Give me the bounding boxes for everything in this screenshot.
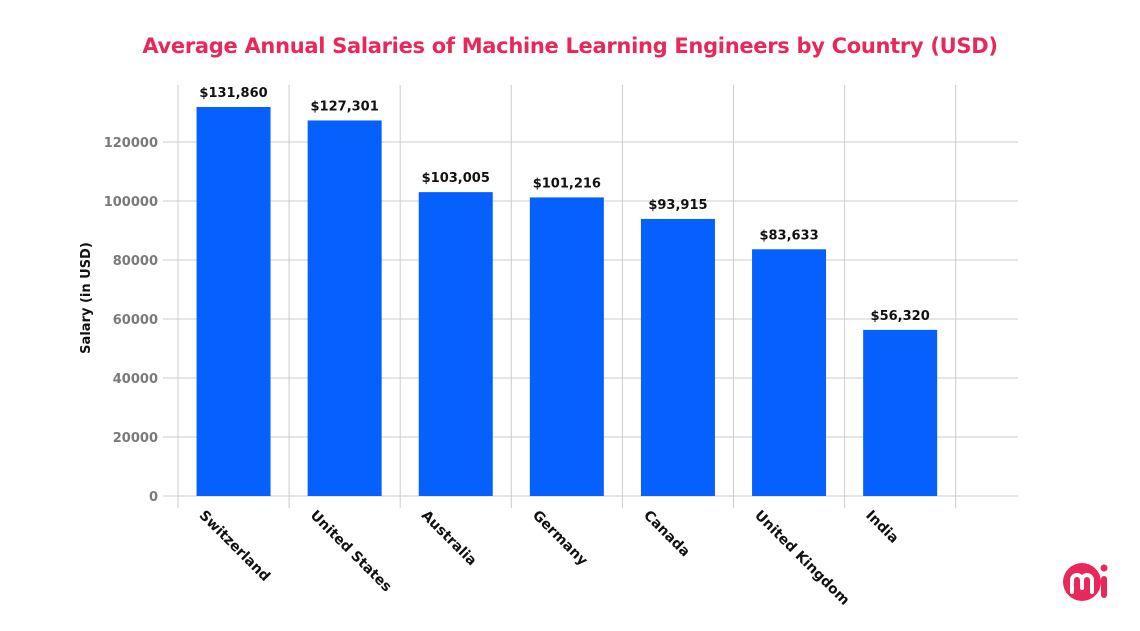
y-tick-label: 40000 xyxy=(113,372,158,387)
x-tick-label: Canada xyxy=(640,508,693,561)
chart-title: Average Annual Salaries of Machine Learn… xyxy=(142,34,998,58)
y-tick-label: 20000 xyxy=(113,431,158,446)
bar xyxy=(418,192,493,496)
x-tick-label: Australia xyxy=(418,508,480,570)
y-tick-label: 80000 xyxy=(113,254,158,269)
data-label: $93,915 xyxy=(648,198,707,213)
x-tick-label: Germany xyxy=(529,508,591,570)
y-tick-label: 0 xyxy=(149,490,158,505)
bar xyxy=(307,120,382,497)
x-tick-label: United States xyxy=(307,508,395,596)
brand-logo xyxy=(1063,563,1108,601)
bar xyxy=(863,329,938,496)
x-tick-label: United Kingdom xyxy=(751,508,852,609)
data-label: $56,320 xyxy=(871,309,930,324)
data-label: $83,633 xyxy=(759,228,818,243)
data-label: $103,005 xyxy=(422,171,490,186)
x-tick-label: India xyxy=(862,508,901,547)
data-label: $101,216 xyxy=(533,176,601,191)
y-tick-label: 60000 xyxy=(113,313,158,328)
bar xyxy=(529,197,604,497)
y-tick-label: 120000 xyxy=(104,136,158,151)
bar xyxy=(640,218,715,496)
bar xyxy=(196,107,271,496)
x-tick-label: Switzerland xyxy=(196,508,273,585)
bar xyxy=(752,249,827,496)
y-axis-label: Salary (in USD) xyxy=(79,242,94,354)
data-label: $127,301 xyxy=(311,99,379,114)
y-tick-label: 100000 xyxy=(104,195,158,210)
data-label: $131,860 xyxy=(199,86,267,101)
